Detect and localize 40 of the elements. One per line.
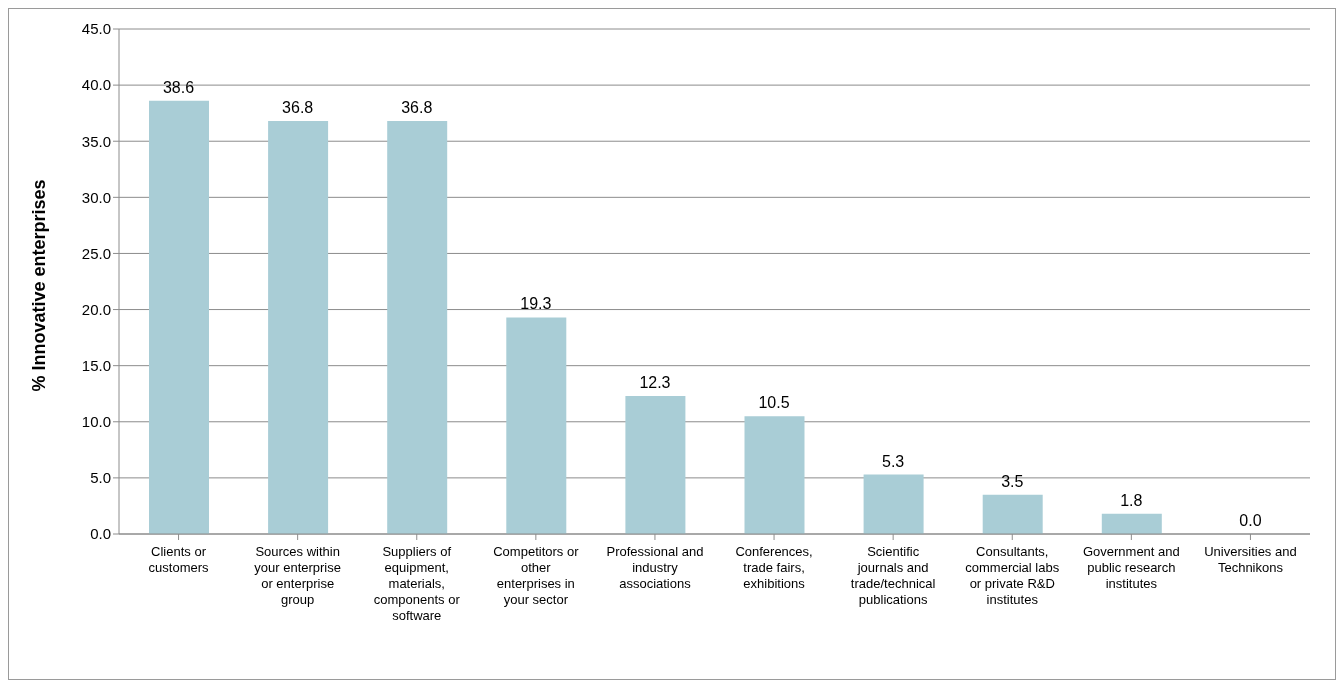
bar (387, 121, 448, 534)
data-label: 36.8 (282, 99, 314, 117)
x-tick-label: Sources within your enterprise or enterprise group (254, 544, 342, 607)
data-label: 0.0 (1239, 512, 1262, 529)
data-label: 1.8 (1120, 491, 1143, 509)
data-label: 38.6 (162, 78, 195, 96)
x-tick-label: Suppliers of equipment, materials, components or software (373, 544, 461, 623)
x-tick-label: Universities and Technikons (1204, 544, 1297, 575)
y-tick-label: 20.0 (81, 300, 111, 318)
bar (506, 317, 567, 534)
x-tick-label: Scientific journals and trade/technical publications (850, 544, 936, 607)
data-label: 12.3 (639, 373, 671, 391)
data-label: 3.5 (1001, 472, 1024, 490)
data-label: 10.5 (758, 394, 790, 412)
x-tick-label: Consultants, commercial labs or private R&D institutes (965, 544, 1060, 607)
y-tick-label: 25.0 (81, 244, 111, 262)
y-axis-title: % Innovative enterprises (29, 179, 50, 392)
data-label: 19.3 (520, 295, 552, 313)
bar (268, 121, 329, 534)
data-label: 5.3 (882, 452, 905, 470)
y-tick-label: 45.0 (81, 20, 111, 38)
data-label: 36.8 (401, 99, 433, 117)
x-tick-label: Competitors or other enterprises in your sector (493, 544, 580, 607)
y-tick-label: 15.0 (81, 356, 111, 374)
y-tick-label: 10.0 (81, 413, 111, 431)
bar (1101, 513, 1162, 534)
x-tick-label: Government and public research institutes (1082, 544, 1180, 591)
bar (625, 395, 686, 534)
x-tick-label: Professional and industry associations (606, 544, 704, 591)
x-tick-label: Clients or customers (148, 544, 210, 575)
y-tick-label: 30.0 (81, 188, 111, 206)
x-tick-label: Conferences, trade fairs, exhibitions (735, 544, 813, 591)
bar (744, 416, 805, 534)
y-tick-label: 0.0 (90, 525, 111, 543)
bar (149, 100, 209, 534)
y-tick-label: 40.0 (81, 76, 111, 94)
y-tick-label: 5.0 (90, 469, 111, 487)
y-tick-label: 35.0 (81, 132, 111, 150)
bar (982, 494, 1043, 534)
bar (863, 474, 924, 534)
